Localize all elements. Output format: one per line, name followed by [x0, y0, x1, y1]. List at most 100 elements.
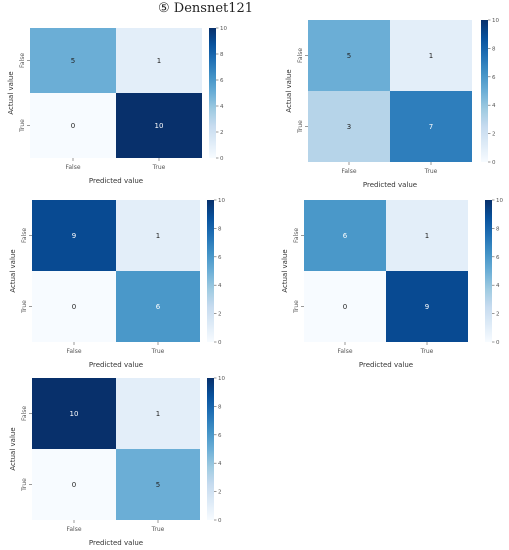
cell-value-label: 9	[72, 232, 76, 240]
colorbar-tick-label: 4	[220, 104, 224, 110]
cell-value-label: 5	[71, 57, 75, 65]
cell-value-label: 9	[425, 303, 429, 311]
y-axis-label: Actual value	[7, 71, 15, 114]
heatmap-cell	[32, 271, 116, 342]
colorbar-tick-label: 8	[218, 404, 222, 410]
x-tick-label: False	[337, 348, 352, 355]
cell-value-label: 0	[71, 122, 75, 130]
y-axis-label: Actual value	[285, 69, 293, 112]
heatmap-cell	[32, 378, 116, 449]
cell-value-label: 3	[347, 123, 351, 131]
colorbar-tick-label: 2	[492, 132, 496, 138]
colorbar-tick-label: 4	[218, 283, 222, 289]
cell-value-label: 0	[72, 481, 76, 489]
heatmap-cell	[116, 378, 200, 449]
heatmap-cell	[386, 200, 468, 271]
x-tick-label: True	[151, 348, 165, 355]
y-tick-label: False	[19, 53, 26, 68]
colorbar-tick-label: 6	[492, 75, 496, 81]
heatmap-cell	[116, 28, 202, 93]
y-tick-label: True	[21, 300, 28, 314]
heatmap-cell	[32, 200, 116, 271]
confusion-matrix-2: 5 1 3 7 False True False True Predicted value Act…	[285, 18, 499, 189]
colorbar-tick-label: 10	[496, 198, 503, 204]
cell-value-label: 10	[155, 122, 164, 130]
cell-value-label: 1	[156, 232, 160, 240]
x-axis-label: Predicted value	[89, 361, 143, 369]
y-tick-label: True	[293, 300, 300, 314]
colorbar-tick-label: 8	[496, 226, 500, 232]
colorbar-tick-label: 0	[220, 156, 224, 162]
y-tick-label: False	[21, 228, 28, 243]
colorbar-tick-label: 0	[218, 340, 222, 346]
x-axis-label: Predicted value	[89, 177, 143, 185]
figure-title: ⑤ Densnet121	[158, 1, 254, 16]
heatmap-cell	[32, 449, 116, 520]
colorbar-tick-label: 0	[492, 160, 496, 166]
colorbar-tick-label: 0	[496, 340, 500, 346]
colorbar-tick-label: 8	[220, 52, 224, 58]
cell-value-label: 5	[347, 52, 351, 60]
x-tick-label: False	[65, 164, 80, 171]
colorbar-tick-label: 4	[218, 461, 222, 467]
x-tick-label: True	[424, 168, 438, 175]
colorbar-tick-label: 2	[220, 130, 224, 136]
x-tick-label: True	[420, 348, 434, 355]
colorbar-tick-label: 2	[218, 312, 222, 318]
cell-value-label: 6	[343, 232, 348, 240]
x-axis-label: Predicted value	[359, 361, 413, 369]
heatmap-cell	[390, 91, 472, 162]
y-tick-label: False	[293, 228, 300, 243]
colorbar-tick-label: 6	[218, 433, 222, 439]
cell-value-label: 0	[343, 303, 347, 311]
colorbar-tick-label: 10	[492, 18, 499, 24]
cell-value-label: 6	[156, 303, 161, 311]
colorbar	[481, 20, 488, 162]
heatmap-cell	[30, 93, 116, 158]
colorbar	[207, 200, 214, 342]
heatmap-cell	[116, 200, 200, 271]
heatmap-cell	[30, 28, 116, 93]
heatmap-cell	[116, 271, 200, 342]
y-tick-label: False	[21, 406, 28, 421]
y-tick-label: False	[297, 48, 304, 63]
colorbar-tick-label: 10	[218, 198, 225, 204]
colorbar-tick-label: 2	[496, 312, 500, 318]
colorbar-tick-label: 6	[496, 255, 500, 261]
cell-value-label: 5	[156, 481, 160, 489]
colorbar-tick-label: 8	[492, 46, 496, 52]
colorbar-tick-label: 4	[492, 103, 496, 109]
cell-value-label: 1	[429, 52, 433, 60]
heatmap-cell	[304, 271, 386, 342]
y-tick-label: True	[21, 478, 28, 492]
x-axis-label: Predicted value	[89, 539, 143, 547]
heatmap-cell	[308, 91, 390, 162]
colorbar	[485, 200, 492, 342]
cell-value-label: 10	[70, 410, 79, 418]
x-tick-label: False	[66, 526, 81, 533]
y-tick-label: True	[19, 119, 26, 133]
x-tick-label: True	[151, 526, 165, 533]
heatmap-cell	[116, 449, 200, 520]
x-tick-label: False	[341, 168, 356, 175]
heatmap-cell	[390, 20, 472, 91]
cell-value-label: 0	[72, 303, 76, 311]
cell-value-label: 7	[429, 123, 433, 131]
x-tick-label: False	[66, 348, 81, 355]
colorbar	[209, 28, 216, 158]
colorbar-tick-label: 6	[218, 255, 222, 261]
cell-value-label: 1	[156, 410, 160, 418]
heatmap-cell	[116, 93, 202, 158]
colorbar-tick-label: 10	[220, 26, 227, 32]
colorbar-tick-label: 8	[218, 226, 222, 232]
x-axis-label: Predicted value	[363, 181, 417, 189]
cell-value-label: 1	[425, 232, 429, 240]
y-axis-label: Actual value	[9, 427, 17, 470]
heatmap-cell	[308, 20, 390, 91]
colorbar-tick-label: 4	[496, 283, 500, 289]
colorbar-tick-label: 0	[218, 518, 222, 524]
y-tick-label: True	[297, 120, 304, 134]
